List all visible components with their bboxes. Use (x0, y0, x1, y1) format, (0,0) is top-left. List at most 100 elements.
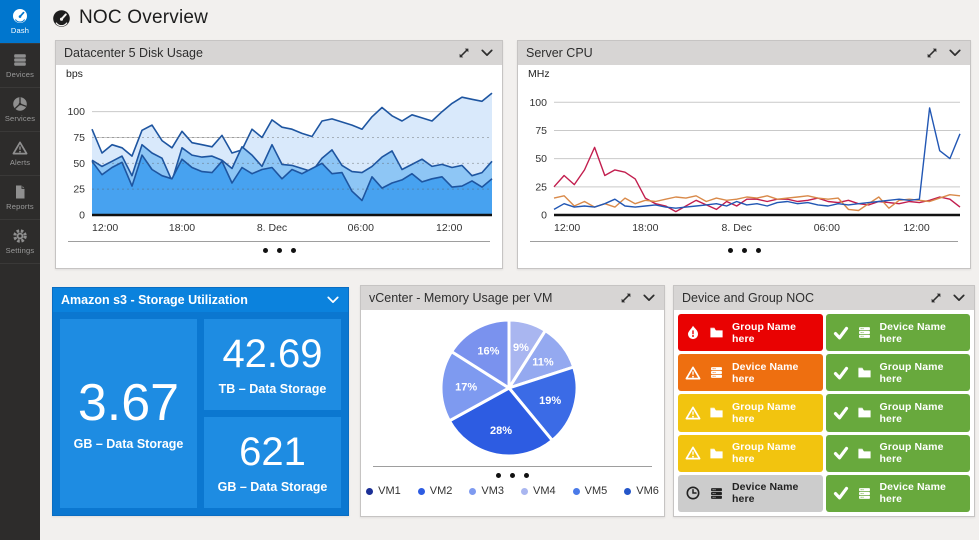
pie-legend: VM1 VM2 VM3 VM4 VM5 VM6 (361, 482, 664, 503)
sidebar-item-label: Dash (10, 26, 30, 35)
check-icon (833, 485, 849, 501)
noc-tile-label: Group Name here (879, 360, 944, 385)
expand-icon[interactable] (619, 291, 633, 305)
svg-text:MHz: MHz (528, 68, 550, 80)
legend-item-vm4[interactable]: VM4 (521, 485, 556, 497)
noc-tile-warning[interactable]: Group Name here (678, 394, 823, 432)
noc-tile-label: Group Name here (879, 400, 944, 425)
metric-label: TB – Data Storage (218, 381, 327, 396)
legend-label: VM6 (636, 485, 659, 497)
server-cpu-chart: 0 25 50 75 100 MHz 12:00 18:00 8. Dec 06:00 12:00 (528, 68, 961, 234)
panel-disk-usage: Datacenter 5 Disk Usage 0 25 50 75 100 bps 12:… (55, 40, 503, 269)
page-title: NOC Overview (79, 7, 209, 28)
sidebar-item-label: Devices (5, 70, 35, 79)
noc-tile-ok[interactable]: Device Name here (825, 314, 970, 352)
noc-tile-ok[interactable]: Group Name here (825, 394, 970, 432)
legend-item-vm2[interactable]: VM2 (417, 485, 453, 497)
metric-value: 3.67 (77, 373, 180, 432)
check-icon (833, 445, 849, 461)
device-icon (857, 486, 872, 501)
svg-text:bps: bps (66, 68, 83, 80)
panel-vcenter-memory: vCenter - Memory Usage per VM 9% 11% 19% 28… (360, 285, 665, 517)
legend-item-vm1[interactable]: VM1 (366, 485, 401, 497)
sidebar-item-label: Alerts (9, 158, 31, 167)
noc-tile-label: Device Name here (732, 481, 799, 506)
folder-icon (709, 405, 724, 420)
metric-label: GB – Data Storage (73, 436, 184, 451)
s3-metric-tile-2: 621 GB – Data Storage (204, 417, 341, 508)
legend-item-vm3[interactable]: VM3 (469, 485, 504, 497)
svg-text:16%: 16% (477, 346, 499, 358)
noc-tile-critical[interactable]: Group Name here (678, 314, 823, 352)
sidebar-item-alerts[interactable]: Alerts (0, 132, 40, 176)
check-icon (833, 405, 849, 421)
sidebar-item-dash[interactable]: Dash (0, 0, 40, 44)
sidebar-item-label: Reports (6, 202, 34, 211)
legend-item-vm6[interactable]: VM6 (624, 485, 659, 497)
chevron-down-icon[interactable] (952, 291, 966, 305)
carousel-dots[interactable] (361, 467, 664, 482)
panel-title: vCenter - Memory Usage per VM (369, 291, 553, 305)
noc-tile-label: Device Name here (732, 360, 799, 385)
svg-text:06:00: 06:00 (348, 222, 374, 234)
sidebar-item-reports[interactable]: Reports (0, 176, 40, 220)
svg-text:18:00: 18:00 (632, 222, 658, 234)
warning-icon (12, 140, 28, 156)
expand-icon[interactable] (457, 46, 471, 60)
svg-text:75: 75 (73, 132, 85, 144)
svg-text:100: 100 (67, 106, 85, 118)
folder-icon (857, 365, 872, 380)
legend-label: VM2 (429, 485, 453, 497)
legend-dot (624, 487, 632, 495)
panel-title: Device and Group NOC (682, 291, 815, 305)
metric-label: GB – Data Storage (217, 479, 328, 494)
svg-text:0: 0 (541, 210, 547, 222)
noc-tile-ok[interactable]: Group Name here (825, 354, 970, 392)
svg-text:12:00: 12:00 (554, 222, 580, 234)
panel-title: Amazon s3 - Storage Utilization (61, 293, 248, 307)
app-header: NOC Overview (40, 0, 979, 36)
sidebar-item-settings[interactable]: Settings (0, 220, 40, 264)
noc-tile-major[interactable]: Device Name here (678, 354, 823, 392)
device-icon (709, 486, 724, 501)
sidebar-item-devices[interactable]: Devices (0, 44, 40, 88)
svg-text:19%: 19% (539, 395, 561, 407)
chevron-down-icon[interactable] (642, 291, 656, 305)
sidebar-item-label: Services (4, 114, 36, 123)
svg-text:8. Dec: 8. Dec (722, 222, 752, 234)
chevron-down-icon[interactable] (326, 293, 340, 307)
metric-value: 42.69 (222, 331, 323, 376)
carousel-dots[interactable] (56, 242, 502, 257)
noc-tile-pending[interactable]: Device Name here (678, 474, 823, 512)
warning-icon (685, 365, 701, 381)
noc-tile-ok[interactable]: Group Name here (825, 434, 970, 472)
carousel-dots[interactable] (518, 242, 970, 257)
noc-tile-warning[interactable]: Group Name here (678, 434, 823, 472)
svg-text:25: 25 (73, 184, 85, 196)
clock-icon (685, 485, 701, 501)
svg-text:11%: 11% (532, 357, 554, 369)
disk-usage-chart: 0 25 50 75 100 bps 12:00 18:00 8. Dec 06:00 12:00 (66, 68, 493, 234)
document-icon (12, 184, 28, 200)
chevron-down-icon[interactable] (480, 46, 494, 60)
panel-title: Datacenter 5 Disk Usage (64, 46, 203, 60)
metric-value: 621 (239, 429, 306, 474)
panel-disk-header: Datacenter 5 Disk Usage (56, 41, 502, 65)
noc-tile-ok[interactable]: Device Name here (825, 474, 970, 512)
device-icon (709, 365, 724, 380)
sidebar-item-services[interactable]: Services (0, 88, 40, 132)
chevron-down-icon[interactable] (948, 46, 962, 60)
panel-server-cpu: Server CPU 0 25 50 75 100 MHz 12:00 18:00 8. Dec… (517, 40, 971, 269)
sidebar: Dash Devices Services Alerts Reports Settings (0, 0, 40, 540)
warning-icon (685, 405, 701, 421)
divider (68, 241, 490, 242)
legend-item-vm5[interactable]: VM5 (572, 485, 607, 497)
expand-icon[interactable] (929, 291, 943, 305)
noc-tile-label: Group Name here (879, 441, 944, 466)
gear-icon (12, 228, 28, 244)
expand-icon[interactable] (925, 46, 939, 60)
noc-tile-label: Group Name here (732, 320, 797, 345)
noc-tile-label: Group Name here (732, 400, 797, 425)
svg-text:0: 0 (79, 210, 85, 222)
sidebar-item-label: Settings (5, 246, 35, 255)
